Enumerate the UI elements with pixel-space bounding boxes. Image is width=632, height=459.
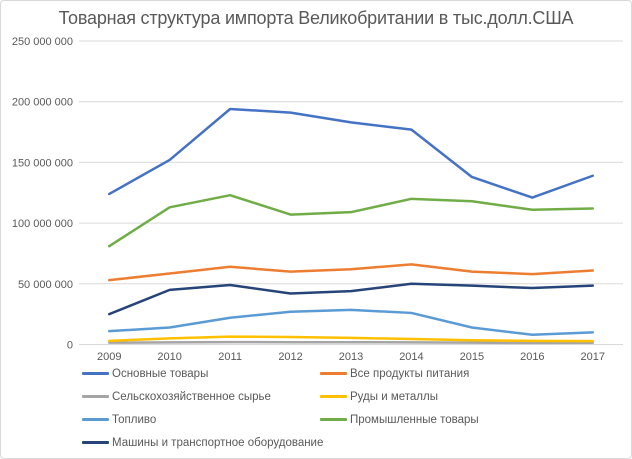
y-axis-tick-label: 50 000 000 (18, 279, 73, 291)
x-axis-tick-label: 2010 (157, 351, 181, 363)
x-axis-tick-label: 2017 (581, 351, 605, 363)
series-line-3[interactable] (107, 340, 595, 345)
x-axis-tick-label: 2009 (97, 351, 121, 363)
legend: Основные товары Все продукты питания Сельс… (82, 366, 602, 450)
series-line-1[interactable] (107, 107, 595, 199)
y-axis-tick-label: 0 (67, 340, 73, 352)
legend-item[interactable]: Все продукты питания (320, 366, 602, 381)
x-axis-tick-label: 2012 (278, 351, 302, 363)
legend-line-marker (82, 441, 109, 444)
chart-title: Товарная структура импорта Великобритани… (58, 8, 574, 28)
legend-item[interactable]: Топливо (82, 412, 320, 427)
x-axis-tick-label: 2015 (460, 351, 484, 363)
x-axis-tick-label: 2016 (520, 351, 544, 363)
legend-line-marker (320, 418, 347, 421)
legend-line-marker (82, 372, 109, 375)
series-line-5[interactable] (107, 308, 595, 337)
legend-label: Руды и металлы (350, 390, 438, 403)
legend-item[interactable]: Основные товары (82, 366, 320, 381)
y-axis-tick-label: 250 000 000 (12, 36, 73, 48)
series-line-2[interactable] (107, 263, 595, 282)
legend-line-marker (82, 418, 109, 421)
x-axis-tick-label: 2013 (339, 351, 363, 363)
legend-line-marker (320, 372, 347, 375)
legend-label: Все продукты питания (350, 367, 470, 380)
x-axis-tick-label: 2011 (218, 351, 242, 363)
legend-label: Промышленные товары (350, 413, 479, 426)
y-axis-tick-label: 150 000 000 (12, 157, 73, 169)
legend-line-marker (82, 395, 109, 398)
series-line-6[interactable] (107, 193, 595, 248)
y-axis-tick-label: 200 000 000 (12, 97, 73, 109)
legend-label: Сельскохозяйственное сырье (112, 390, 271, 403)
series-line-4[interactable] (107, 335, 595, 343)
legend-label: Топливо (112, 413, 157, 426)
legend-item[interactable]: Сельскохозяйственное сырье (82, 389, 320, 404)
x-axis-tick-label: 2014 (399, 351, 423, 363)
legend-item[interactable]: Машины и транспортное оборудование (82, 435, 324, 450)
legend-label: Машины и транспортное оборудование (112, 436, 324, 449)
legend-item[interactable]: Руды и металлы (320, 389, 602, 404)
legend-item[interactable]: Промышленные товары (320, 412, 602, 427)
y-axis-tick-label: 100 000 000 (12, 218, 73, 230)
legend-line-marker (320, 395, 347, 398)
legend-label: Основные товары (112, 367, 209, 380)
series-line-7[interactable] (107, 282, 595, 316)
